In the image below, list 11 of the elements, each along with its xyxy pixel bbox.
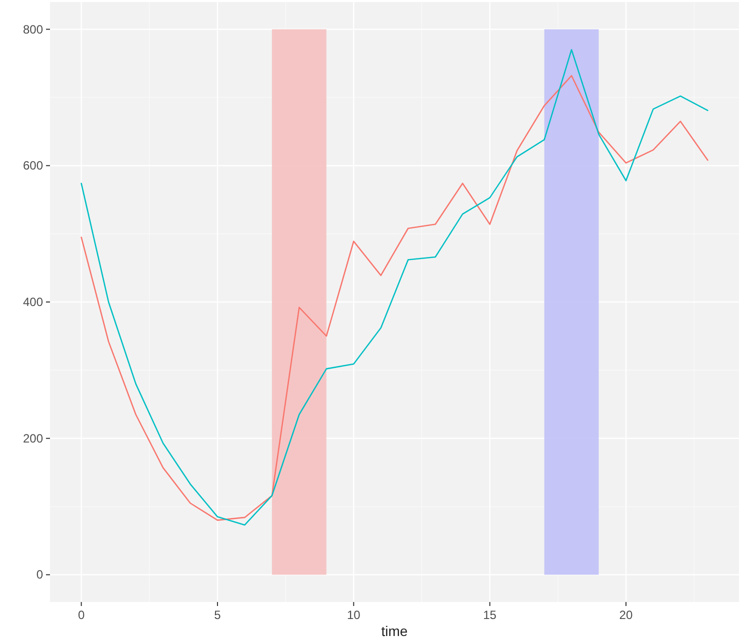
x-tick-label: 5	[214, 608, 222, 622]
x-tick-label: 15	[483, 608, 497, 622]
x-tick-label: 20	[619, 608, 633, 622]
x-axis-title: time	[381, 623, 408, 639]
y-tick-label: 400	[22, 295, 44, 309]
y-tick-label: 0	[36, 568, 44, 582]
x-tick-label: 10	[346, 608, 361, 622]
y-tick-label: 800	[22, 22, 44, 36]
x-tick-label: 0	[78, 608, 85, 622]
y-tick-label: 600	[22, 158, 44, 173]
y-tick-label: 200	[22, 431, 44, 446]
